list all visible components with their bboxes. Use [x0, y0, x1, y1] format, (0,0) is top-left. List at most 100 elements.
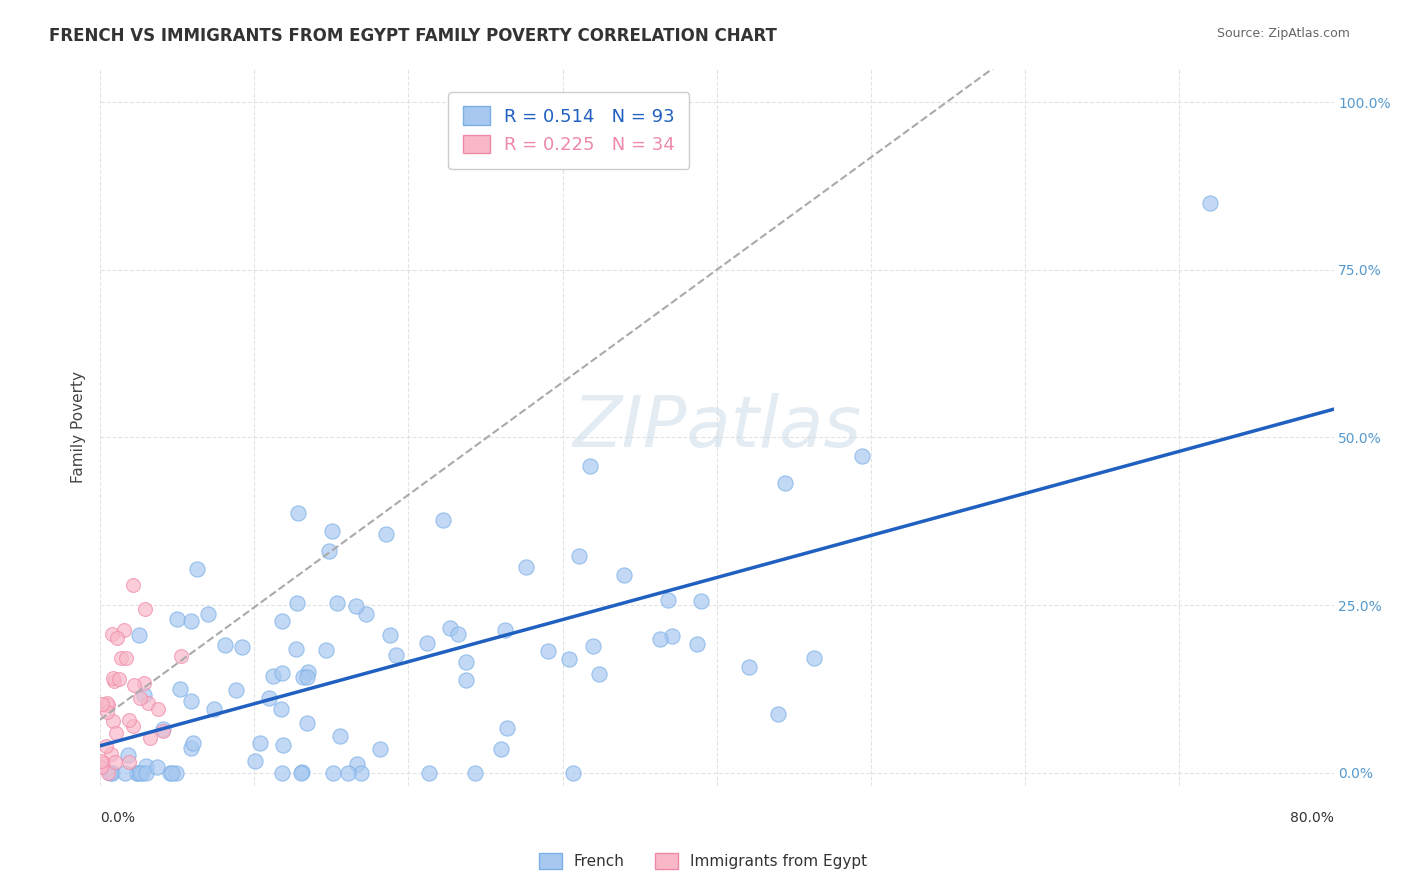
French [166, 612, 188, 626]
French [454, 655, 477, 669]
French [159, 765, 181, 780]
Immigrants from Egypt [96, 705, 118, 719]
French [180, 694, 202, 708]
Immigrants from Egypt [100, 627, 122, 641]
French [271, 765, 294, 780]
French [851, 449, 873, 463]
French [180, 614, 202, 628]
French [1199, 195, 1222, 210]
Immigrants from Egypt [103, 674, 125, 689]
French [271, 666, 294, 681]
French [321, 524, 343, 538]
Immigrants from Egypt [110, 651, 132, 665]
French [291, 764, 314, 779]
French [197, 607, 219, 621]
French [98, 765, 121, 780]
French [537, 644, 560, 658]
French [297, 665, 319, 679]
French [295, 670, 318, 684]
French [385, 648, 408, 662]
French [491, 741, 513, 756]
French [803, 651, 825, 665]
French [432, 513, 454, 527]
French [152, 722, 174, 736]
Immigrants from Egypt [90, 755, 112, 769]
French [271, 738, 294, 752]
Immigrants from Egypt [108, 672, 131, 686]
French [454, 673, 477, 687]
French [129, 765, 152, 780]
French [262, 668, 284, 682]
French [131, 765, 153, 780]
French [284, 642, 307, 657]
Immigrants from Egypt [103, 671, 125, 685]
French [562, 765, 585, 780]
French [464, 765, 486, 780]
French [447, 626, 470, 640]
French [270, 702, 292, 716]
French [318, 544, 340, 558]
Immigrants from Egypt [122, 578, 145, 592]
French [329, 730, 352, 744]
Text: 0.0%: 0.0% [100, 811, 135, 825]
French [344, 599, 367, 614]
French [287, 506, 309, 520]
Immigrants from Egypt [122, 719, 145, 733]
French [285, 596, 308, 610]
French [160, 765, 183, 780]
Immigrants from Egypt [136, 696, 159, 710]
French [135, 765, 157, 780]
French [225, 683, 247, 698]
French [135, 758, 157, 772]
Y-axis label: Family Poverty: Family Poverty [72, 371, 86, 483]
Immigrants from Egypt [139, 731, 162, 746]
French [292, 670, 315, 684]
Text: Source: ZipAtlas.com: Source: ZipAtlas.com [1216, 27, 1350, 40]
Immigrants from Egypt [122, 678, 145, 692]
Immigrants from Egypt [97, 765, 120, 780]
French [650, 632, 672, 647]
French [661, 629, 683, 643]
French [295, 716, 318, 731]
Immigrants from Egypt [129, 690, 152, 705]
French [657, 593, 679, 607]
French [117, 747, 139, 762]
French [259, 691, 281, 706]
Immigrants from Egypt [112, 623, 135, 637]
French [738, 660, 761, 674]
French [128, 628, 150, 642]
French [101, 765, 124, 780]
French [418, 765, 440, 780]
French [350, 765, 373, 780]
French [515, 559, 537, 574]
Legend: R = 0.514   N = 93, R = 0.225   N = 34: R = 0.514 N = 93, R = 0.225 N = 34 [449, 92, 689, 169]
French [368, 741, 391, 756]
French [271, 614, 294, 628]
Immigrants from Egypt [90, 760, 112, 774]
French [496, 721, 519, 735]
French [315, 642, 337, 657]
Immigrants from Egypt [132, 676, 155, 690]
French [346, 757, 368, 772]
Immigrants from Egypt [134, 601, 156, 615]
French [579, 458, 602, 473]
French [337, 765, 360, 780]
Immigrants from Egypt [105, 632, 128, 646]
Immigrants from Egypt [100, 747, 122, 761]
Text: FRENCH VS IMMIGRANTS FROM EGYPT FAMILY POVERTY CORRELATION CHART: FRENCH VS IMMIGRANTS FROM EGYPT FAMILY P… [49, 27, 778, 45]
French [114, 765, 136, 780]
Immigrants from Egypt [118, 713, 141, 727]
French [202, 702, 225, 716]
French [180, 741, 202, 756]
French [558, 652, 581, 666]
French [169, 681, 191, 696]
French [494, 623, 516, 637]
French [214, 638, 236, 652]
Text: 80.0%: 80.0% [1289, 811, 1333, 825]
French [249, 736, 271, 750]
Immigrants from Egypt [152, 724, 174, 739]
French [686, 637, 709, 651]
French [375, 527, 398, 541]
French [146, 760, 169, 774]
French [690, 594, 713, 608]
